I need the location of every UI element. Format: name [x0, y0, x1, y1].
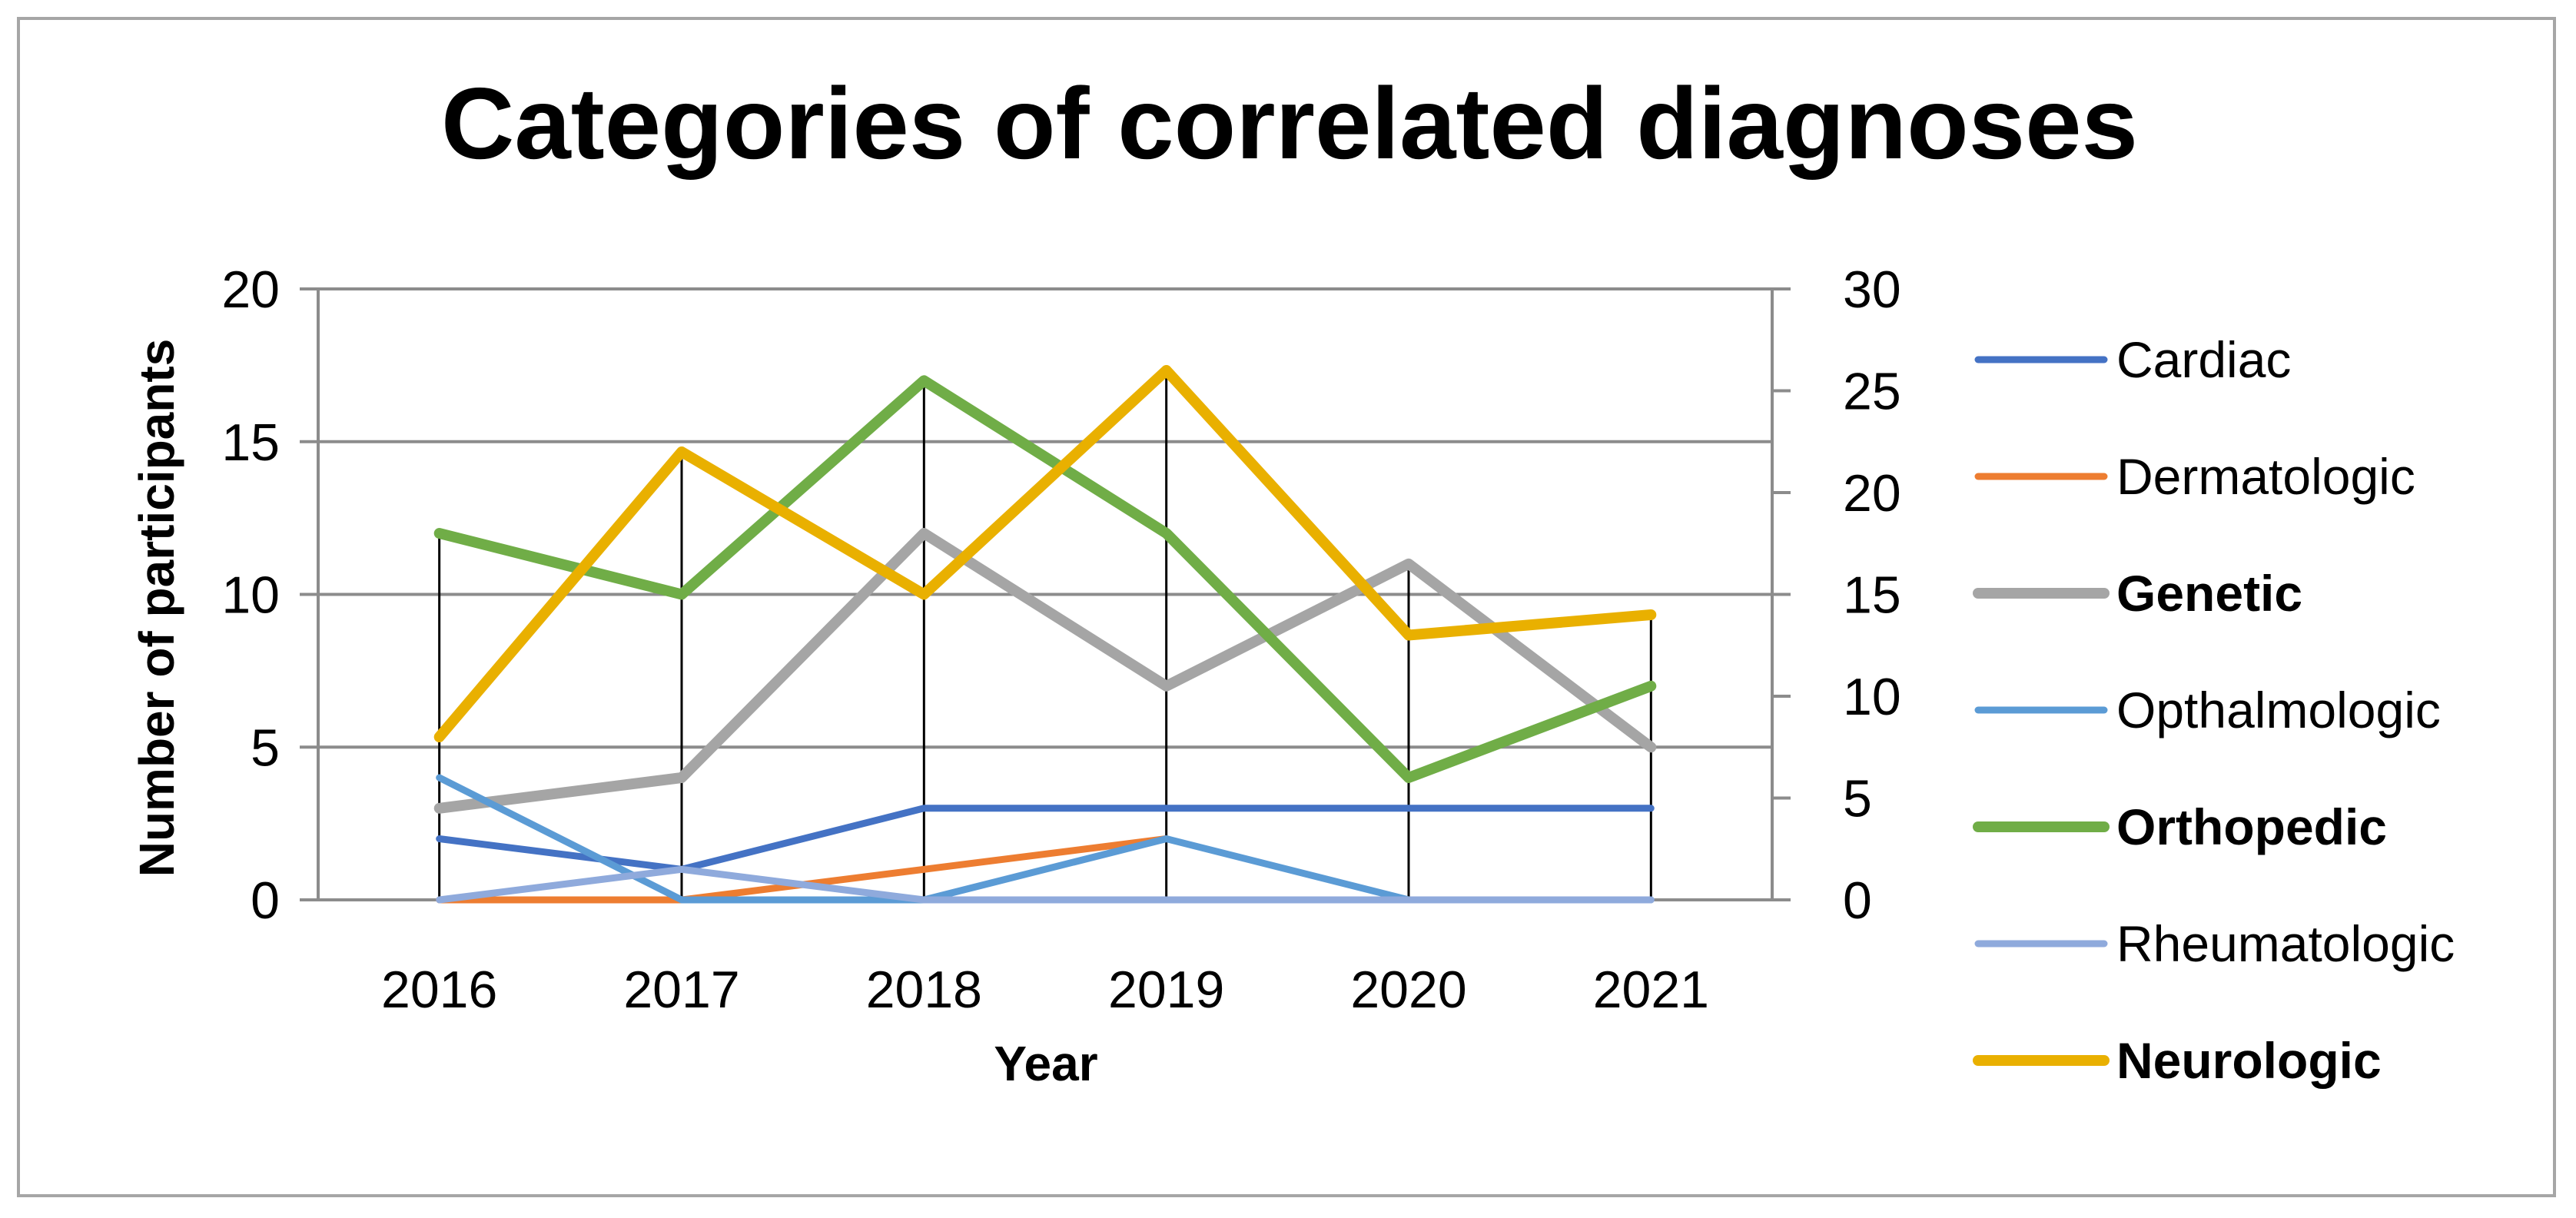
- chart-frame: Categories of correlated diagnoses 0 5 10 1…: [17, 17, 2556, 1197]
- legend-label: Opthalmologic: [2116, 682, 2441, 738]
- x-axis-title: Year: [994, 1036, 1097, 1091]
- x-tick-label-2021: 2021: [1593, 961, 1709, 1019]
- legend-label: Dermatologic: [2116, 448, 2415, 505]
- axes: [300, 287, 1791, 901]
- left-tick-label: 5: [251, 719, 280, 777]
- series-line-neurologic: [433, 365, 1657, 742]
- right-tick-label: 30: [1843, 261, 1901, 319]
- chart-title: Categories of correlated diagnoses: [441, 67, 2138, 180]
- right-tick-label: 0: [1843, 871, 1872, 930]
- legend-label: Orthopedic: [2116, 798, 2387, 855]
- legend-item-cardiac: Cardiac: [1974, 331, 2291, 388]
- legend-item-genetic: Genetic: [1973, 565, 2302, 622]
- legend-label: Neurologic: [2116, 1032, 2382, 1089]
- right-tick-label: 20: [1843, 464, 1901, 523]
- series-line-genetic: [433, 528, 1657, 814]
- legend-item-dermatologic: Dermatologic: [1974, 448, 2415, 505]
- left-y-axis-ticks: 0 5 10 15 20: [221, 261, 280, 930]
- left-tick-label: 15: [221, 413, 280, 472]
- x-tick-label-2018: 2018: [866, 961, 982, 1019]
- y-axis-title: Number of participants: [129, 339, 184, 878]
- left-tick-label: 20: [221, 261, 280, 319]
- legend-label: Genetic: [2116, 565, 2302, 622]
- left-tick-label: 10: [221, 566, 280, 625]
- series-line-rheumatologic: [436, 865, 1655, 904]
- x-tick-label-2016: 2016: [381, 961, 497, 1019]
- x-tick-label-2017: 2017: [623, 961, 739, 1019]
- legend-label: Cardiac: [2116, 331, 2291, 388]
- right-tick-label: 5: [1843, 770, 1872, 828]
- legend: Cardiac Dermatologic Genetic Opthalmologic O…: [1973, 331, 2455, 1089]
- right-tick-label: 15: [1843, 566, 1901, 625]
- line-chart: Categories of correlated diagnoses 0 5 10 1…: [129, 67, 2455, 1091]
- left-tick-label: 0: [251, 871, 280, 930]
- series-line-cardiac: [436, 805, 1655, 873]
- right-tick-label: 10: [1843, 668, 1901, 726]
- right-y-axis-ticks: 0 5 10 15 20 25 30: [1843, 261, 1901, 930]
- legend-item-opthalmologic: Opthalmologic: [1974, 682, 2441, 738]
- series-line-opthalmologic: [436, 774, 1655, 904]
- x-tick-label-2019: 2019: [1108, 961, 1224, 1019]
- x-axis-ticks: 2016 2017 2018 2019 2020 2021: [381, 961, 1709, 1019]
- series-lines: [433, 365, 1657, 904]
- legend-item-rheumatologic: Rheumatologic: [1974, 915, 2455, 972]
- legend-label: Rheumatologic: [2116, 915, 2455, 972]
- series-line-orthopedic: [433, 375, 1657, 783]
- legend-item-neurologic: Neurologic: [1973, 1032, 2382, 1089]
- right-tick-label: 25: [1843, 363, 1901, 421]
- legend-item-orthopedic: Orthopedic: [1973, 798, 2387, 855]
- x-tick-label-2020: 2020: [1350, 961, 1466, 1019]
